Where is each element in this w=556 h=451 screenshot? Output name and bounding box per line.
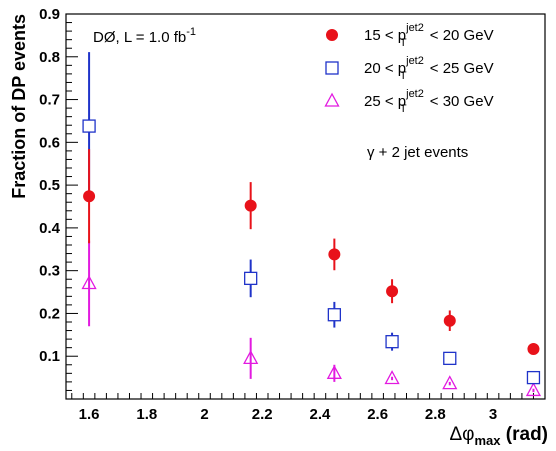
data-point [443,314,456,327]
x-axis-label-sub: max [474,433,501,448]
experiment-annotation-text: DØ, L = 1.0 fb [93,29,186,46]
legend-label: 25 < pjet2 T < 30 GeV [364,88,494,115]
legend-label-post: < 30 GeV [426,93,494,110]
data-point [527,342,540,355]
data-point [244,271,258,286]
y-tick-label: 0.4 [39,220,61,237]
y-tick-label: 0.9 [39,6,60,23]
x-axis-label-main: Δφ [449,424,474,445]
data-point [385,335,399,349]
data-point [526,370,541,385]
x-tick-label: 3 [489,406,497,423]
y-tick-label: 0.8 [39,49,60,66]
legend-label-post: < 25 GeV [426,60,494,77]
data-point [81,275,97,290]
legend-marker [326,29,338,41]
data-point [326,364,342,379]
y-tick-label: 0.3 [39,263,60,280]
plot-frame [65,13,546,400]
y-tick-label: 0.7 [39,92,60,109]
data-point [443,351,457,366]
data-point [244,199,257,212]
legend-label-pre: 15 < p [364,27,406,44]
experiment-annotation: DØ, L = 1.0 fb-1 [93,26,196,46]
legend-label-sup: jet2 [405,55,424,67]
data-marks [81,52,542,397]
legend-marker [324,92,340,107]
data-point [386,285,399,298]
x-tick-label: 1.8 [136,406,157,423]
legend-label-sup: jet2 [405,22,424,34]
x-tick-label: 1.6 [79,406,100,423]
x-tick-label: 2 [200,406,208,423]
legend-label-post: < 20 GeV [426,27,494,44]
legend-label-pre: 25 < p [364,93,406,110]
legend-label: 20 < pjet2 T < 25 GeV [364,55,494,82]
x-tick-label: 2.4 [309,406,331,423]
x-tick-label: 2.8 [425,406,446,423]
y-tick-label: 0.6 [39,134,60,151]
experiment-annotation-sup: -1 [186,26,196,38]
legend-label-sub: T [400,103,407,115]
legend-label-sub: T [400,37,407,49]
x-tick-label: 2.2 [252,406,273,423]
data-point [328,248,341,261]
y-axis-ticks: 0.1 0.2 0.3 0.4 0.5 0.6 0.7 0.8 0.9 [39,6,78,391]
x-axis-label-unit: (rad) [501,424,549,445]
y-axis-label: Fraction of DP events [9,14,29,199]
x-axis-ticks: 1.6 1.8 2 2.2 2.4 2.6 2.8 3 [71,393,534,423]
legend-label: 15 < pjet2 T < 20 GeV [364,22,494,49]
y-tick-label: 0.2 [39,305,60,322]
data-point [243,349,259,365]
legend-label-sup: jet2 [405,88,424,100]
legend-marker [325,61,339,75]
data-point [384,370,400,385]
data-point [83,190,96,203]
y-tick-label: 0.5 [39,177,60,194]
x-axis-label: Δφmax (rad) [449,424,548,448]
x-tick-label: 2.6 [367,406,388,423]
legend-label-pre: 20 < p [364,60,406,77]
data-point [327,308,342,322]
data-point [442,375,458,390]
y-tick-label: 0.1 [39,348,60,365]
legend-label-sub: T [400,70,407,82]
data-point [525,382,542,397]
data-point [82,119,96,133]
event-type-annotation: γ + 2 jet events [367,144,468,161]
